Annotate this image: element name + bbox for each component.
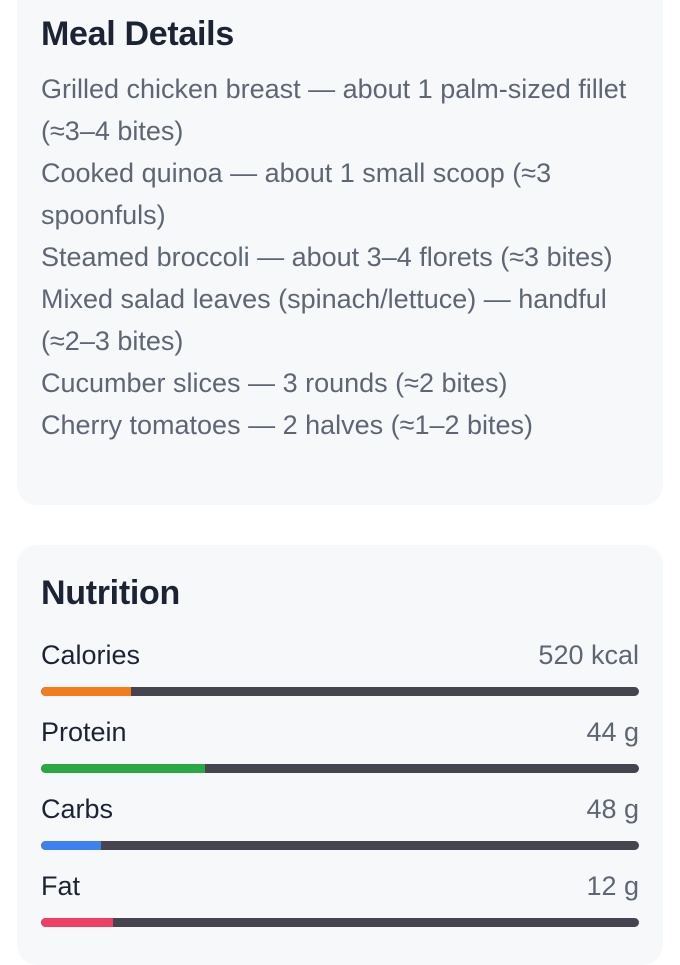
calories-progress-fill bbox=[41, 687, 131, 696]
meal-details-card: Meal Details Grilled chicken breast — ab… bbox=[17, 0, 663, 505]
meal-item: Steamed broccoli — about 3–4 florets (≈3… bbox=[41, 242, 613, 272]
meal-details-title: Meal Details bbox=[41, 15, 234, 53]
fat-progress-bar bbox=[41, 918, 639, 927]
meal-item: Cucumber slices — 3 rounds (≈2 bites) bbox=[41, 368, 508, 398]
protein-progress-bar bbox=[41, 764, 639, 773]
meal-item: Mixed salad leaves (spinach/lettuce) — h… bbox=[41, 284, 607, 356]
protein-label: Protein bbox=[41, 717, 127, 747]
carbs-label: Carbs bbox=[41, 794, 114, 824]
calories-value: 520 kcal bbox=[538, 640, 639, 670]
meal-item: Grilled chicken breast — about 1 palm-si… bbox=[41, 74, 627, 146]
nutrition-card: Nutrition Calories 520 kcal Protein 44 g… bbox=[17, 545, 663, 965]
carbs-progress-fill bbox=[41, 841, 101, 850]
meal-item: Cherry tomatoes — 2 halves (≈1–2 bites) bbox=[41, 410, 534, 440]
nutrition-row-calories: Calories 520 kcal bbox=[41, 639, 639, 716]
protein-progress-fill bbox=[41, 764, 206, 773]
nutrition-list: Calories 520 kcal Protein 44 g Carbs 48 … bbox=[41, 639, 639, 947]
nutrition-row-protein: Protein 44 g bbox=[41, 716, 639, 793]
protein-value: 44 g bbox=[586, 717, 639, 747]
calories-progress-bar bbox=[41, 687, 639, 696]
nutrition-title: Nutrition bbox=[41, 574, 180, 612]
meal-item: Cooked quinoa — about 1 small scoop (≈3 … bbox=[41, 158, 552, 230]
calories-label: Calories bbox=[41, 640, 141, 670]
carbs-value: 48 g bbox=[586, 794, 639, 824]
carbs-progress-bar bbox=[41, 841, 639, 850]
meal-items-list: Grilled chicken breast — about 1 palm-si… bbox=[41, 68, 639, 446]
fat-value: 12 g bbox=[586, 871, 639, 901]
fat-label: Fat bbox=[41, 871, 81, 901]
nutrition-row-fat: Fat 12 g bbox=[41, 870, 639, 947]
fat-progress-fill bbox=[41, 918, 113, 927]
nutrition-row-carbs: Carbs 48 g bbox=[41, 793, 639, 870]
